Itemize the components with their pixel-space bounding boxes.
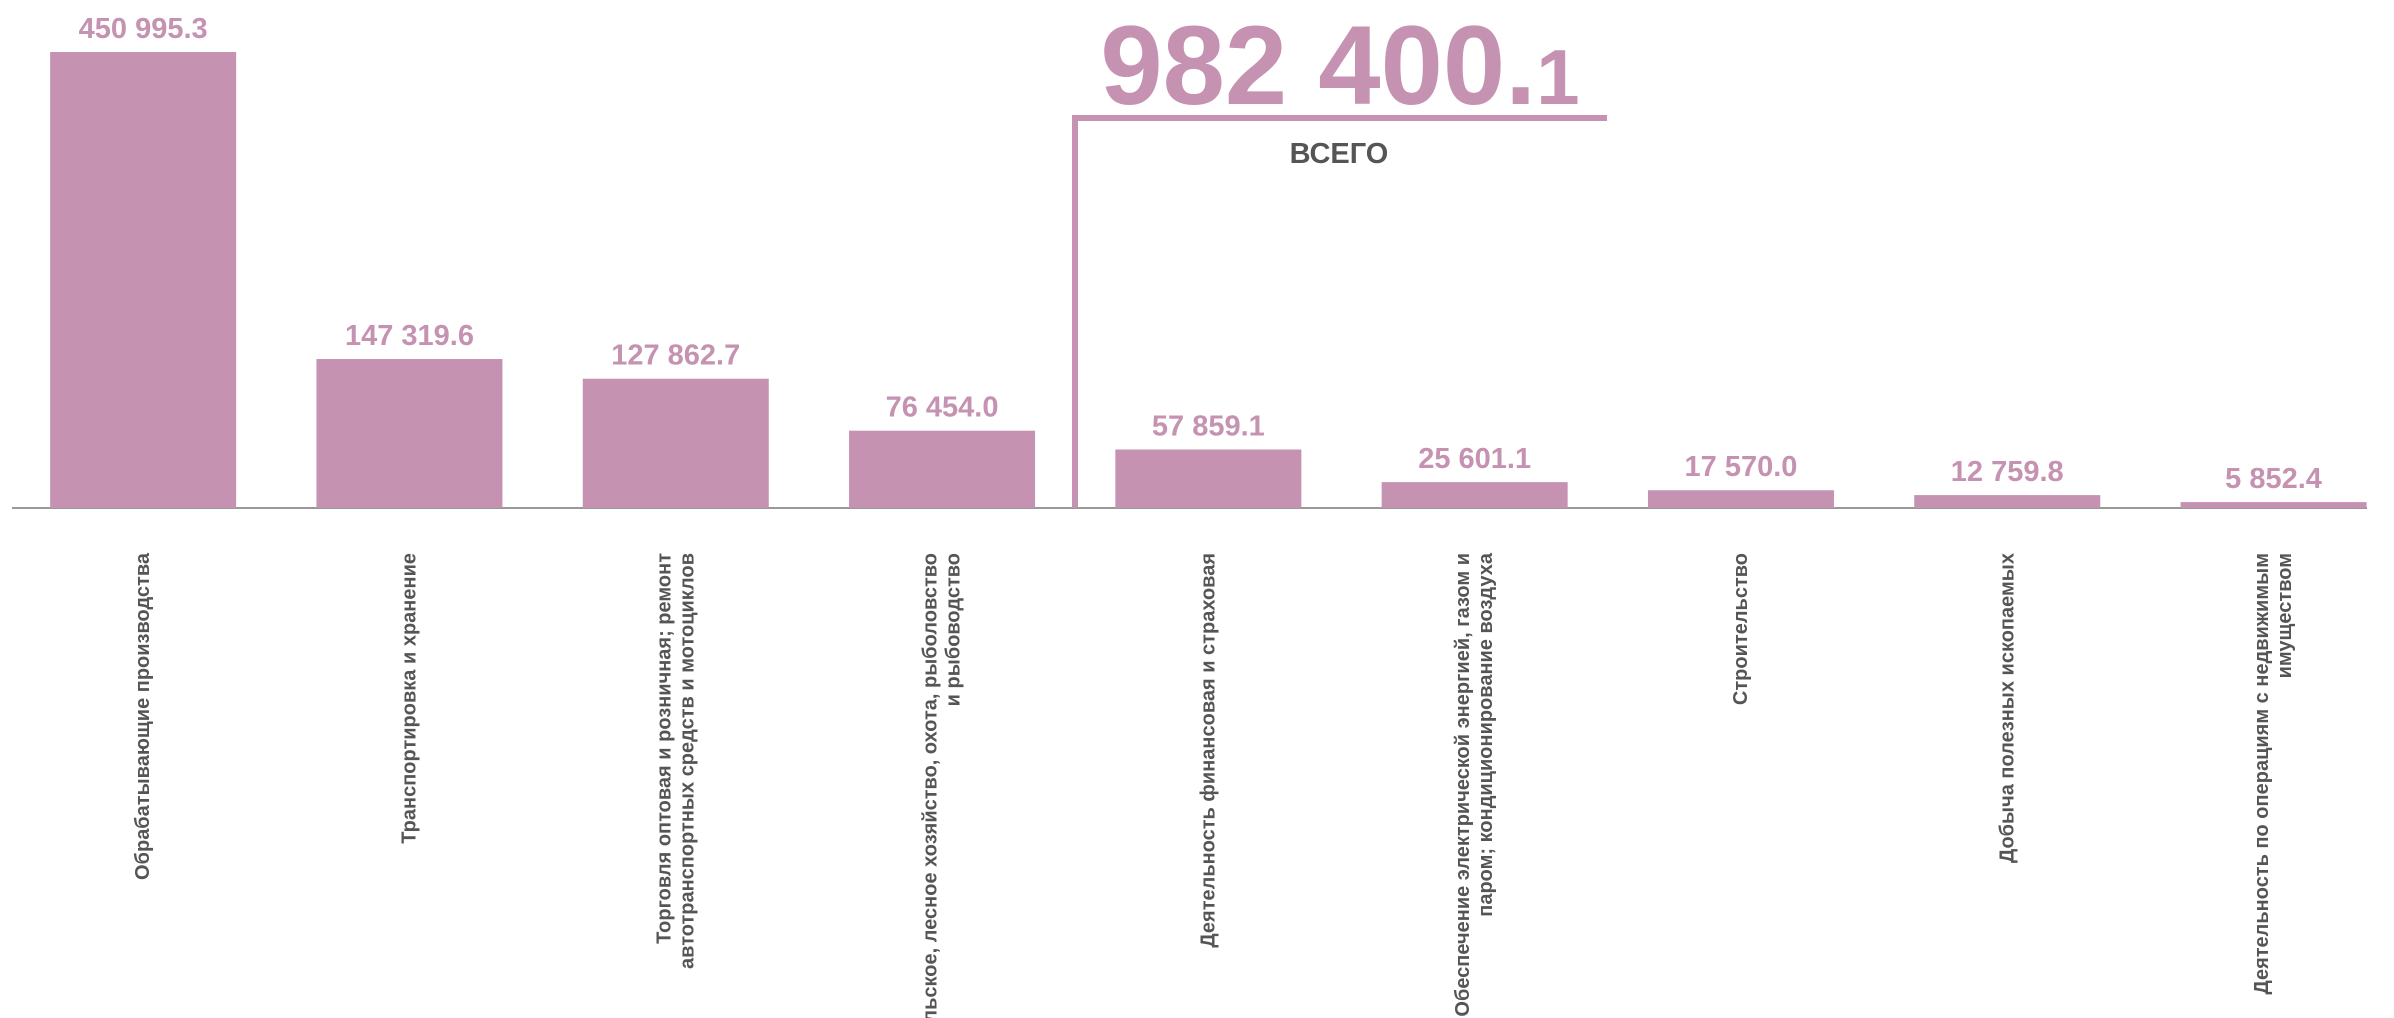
bar <box>2180 502 2367 508</box>
x-tick-label: Торговля оптовая и розничная; ремонт <box>653 553 675 944</box>
x-tick-label: Добыча полезных ископаемых <box>1996 553 2018 863</box>
total-caption: ВСЕГО <box>1290 138 1389 170</box>
value-label: 5 852.4 <box>2225 463 2322 495</box>
x-tick-label: Сельское, лесное хозяйство, охота, рыбол… <box>920 553 942 1018</box>
x-tick-label: Строительство <box>1730 553 1752 705</box>
x-tick-label: автотранспортных средств и мотоциклов <box>676 553 698 969</box>
bar <box>849 430 1036 508</box>
x-tick-label: Обрабатывающие производства <box>132 552 154 880</box>
x-tick-label: Обеспечение электрической энергией, газо… <box>1452 553 1474 1017</box>
x-tick-label: Транспортировка и хранение <box>398 553 420 844</box>
value-label: 17 570.0 <box>1685 451 1798 483</box>
x-tick-label: паром; кондиционирование воздуха <box>1475 552 1497 917</box>
total-bracket <box>1072 115 1607 508</box>
value-label: 147 319.6 <box>345 320 474 352</box>
value-label: 57 859.1 <box>1152 410 1265 442</box>
bar <box>1115 449 1302 508</box>
bar <box>316 359 503 508</box>
x-tick-label: Деятельность по операциям с недвижимым <box>2251 553 2273 995</box>
value-label: 76 454.0 <box>886 392 999 424</box>
bar <box>1647 490 1834 508</box>
value-label: 450 995.3 <box>79 13 208 45</box>
value-label: 127 862.7 <box>611 340 740 372</box>
bar <box>1381 482 1568 508</box>
value-label: 25 601.1 <box>1418 443 1531 475</box>
bar <box>582 378 769 508</box>
value-label: 12 759.8 <box>1951 456 2064 488</box>
total-value: 982 400.1 <box>1100 3 1579 128</box>
x-tick-label: имуществом <box>2274 553 2296 678</box>
bar <box>1914 495 2101 508</box>
x-tick-label: и рыбоводство <box>943 553 965 706</box>
bar <box>50 52 237 508</box>
x-tick-label: Деятельность финансовая и страховая <box>1197 553 1219 948</box>
